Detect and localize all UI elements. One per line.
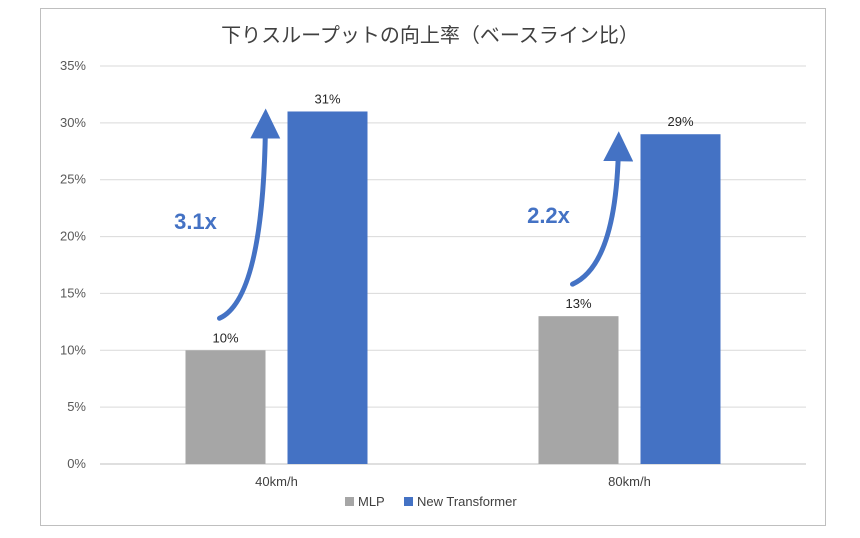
multiplier-label: 3.1x xyxy=(174,209,218,234)
bar-new-transformer xyxy=(287,111,368,464)
y-tick-label: 35% xyxy=(60,58,86,73)
chart-frame xyxy=(40,8,826,526)
y-tick-label: 30% xyxy=(60,115,86,130)
legend-label: MLP xyxy=(358,494,385,509)
y-tick-label: 10% xyxy=(60,342,86,357)
y-tick-label: 20% xyxy=(60,229,86,244)
multiplier-label: 2.2x xyxy=(527,203,571,228)
y-axis: 0% 5% 10% 15% 20% 25% 30% 35% xyxy=(60,58,86,471)
data-label: 31% xyxy=(314,91,340,106)
legend-swatch xyxy=(345,497,354,506)
legend: MLP New Transformer xyxy=(345,494,517,509)
data-label: 10% xyxy=(212,330,238,345)
data-label: 29% xyxy=(667,114,693,129)
y-tick-label: 15% xyxy=(60,285,86,300)
chart-title: 下りスループットの向上率（ベースライン比） xyxy=(221,23,639,47)
x-axis: 40km/h 80km/h xyxy=(255,474,651,489)
y-tick-label: 5% xyxy=(67,399,86,414)
bar-new-transformer xyxy=(640,134,721,464)
annotations: 3.1x 2.2x xyxy=(174,108,634,321)
legend-label: New Transformer xyxy=(417,494,517,509)
y-tick-label: 25% xyxy=(60,172,86,187)
legend-swatch xyxy=(404,497,413,506)
bar-mlp xyxy=(538,316,619,464)
growth-arrow xyxy=(217,108,281,321)
x-tick-label: 80km/h xyxy=(608,474,651,489)
y-tick-label: 0% xyxy=(67,456,86,471)
bar-mlp xyxy=(185,350,266,464)
growth-arrow xyxy=(570,131,634,287)
bars: 10% 31% 13% 29% xyxy=(185,91,721,464)
data-label: 13% xyxy=(565,296,591,311)
x-tick-label: 40km/h xyxy=(255,474,298,489)
